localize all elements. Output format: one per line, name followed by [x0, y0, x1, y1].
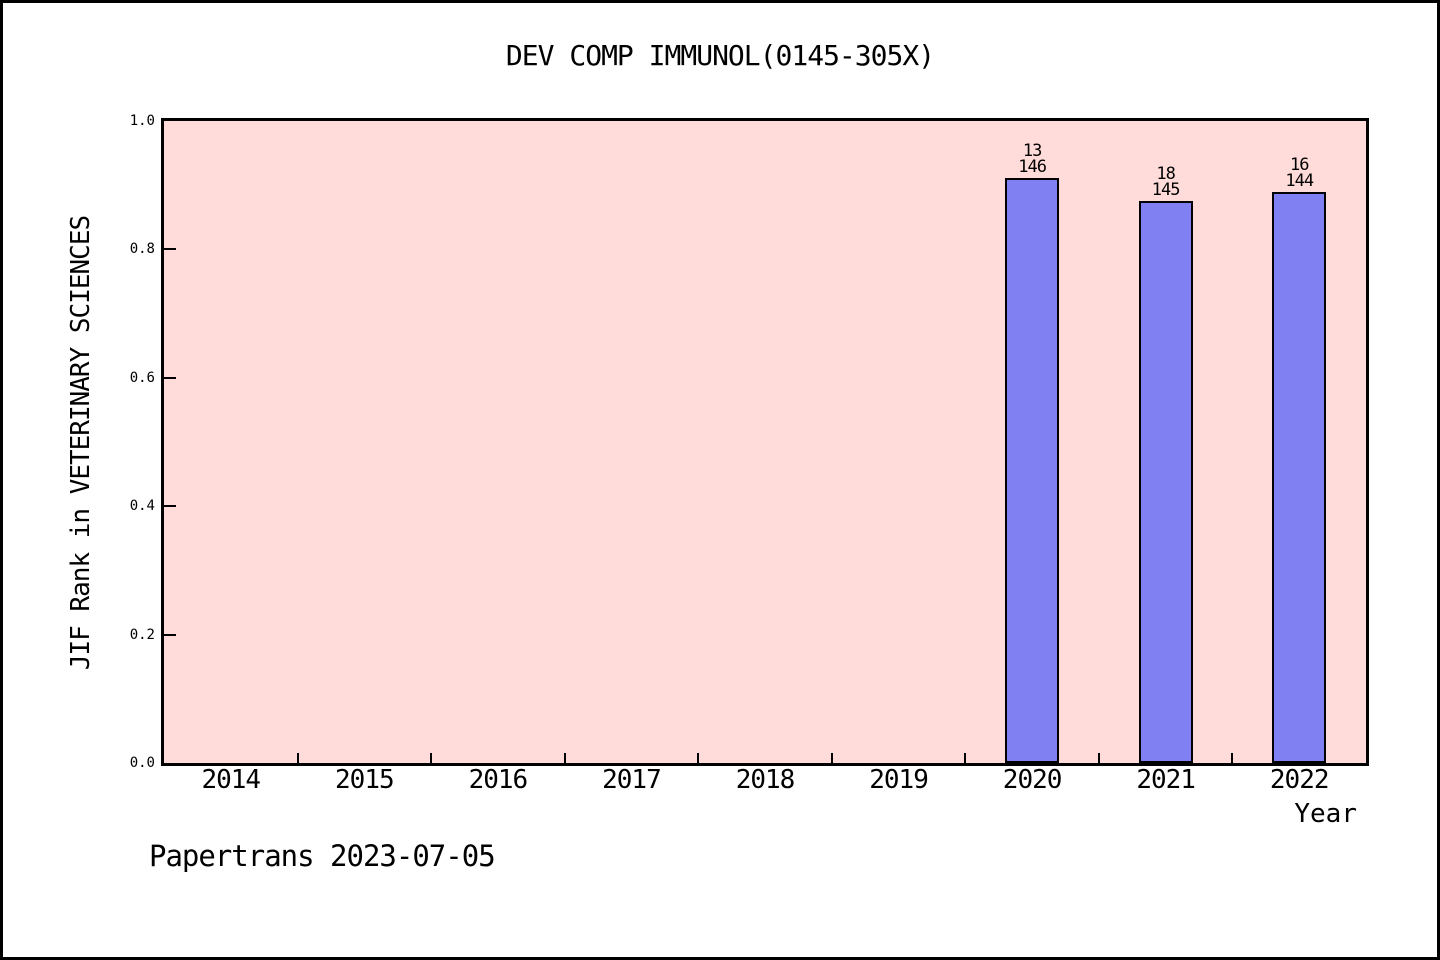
y-tick-label: 0.8 — [129, 241, 155, 258]
y-tick-mark — [164, 505, 176, 508]
y-tick-label: 0.4 — [129, 498, 155, 515]
x-tick-label: 2020 — [1002, 765, 1063, 795]
y-tick-label: 1.0 — [129, 113, 155, 129]
x-tick-label: 2016 — [468, 765, 529, 795]
x-tick-label: 2018 — [735, 765, 796, 795]
y-tick-mark — [164, 633, 176, 636]
bar-label-2020: 13 146 — [1018, 141, 1047, 177]
x-axis-label: Year — [1294, 799, 1357, 829]
x-tick-label: 2022 — [1269, 765, 1330, 795]
bar-label-total: 144 — [1285, 171, 1314, 191]
x-tick-label: 2017 — [602, 765, 662, 795]
x-tick-mark — [430, 753, 433, 763]
bar-2020 — [1005, 178, 1060, 763]
y-tick-label: 0.0 — [129, 755, 155, 771]
bar-2021 — [1138, 201, 1193, 763]
bar-label-2022: 16 144 — [1285, 155, 1314, 191]
x-tick-label: 2019 — [869, 765, 929, 795]
footer-watermark: Papertrans 2023-07-05 — [149, 839, 496, 873]
y-tick-label: 0.2 — [129, 626, 155, 643]
plot-area: 13 146 18 145 16 144 — [161, 118, 1369, 766]
y-tick-mark — [164, 248, 176, 251]
bar-label-rank: 13 — [1022, 141, 1042, 161]
x-tick-mark — [1231, 753, 1234, 763]
y-axis-label: JIF Rank in VETERINARY SCIENCES — [66, 215, 96, 671]
x-tick-mark — [697, 753, 700, 763]
y-tick-label: 0.6 — [129, 369, 155, 386]
y-tick-mark — [164, 376, 176, 379]
x-tick-mark — [563, 753, 566, 763]
bar-label-total: 146 — [1018, 157, 1047, 177]
x-tick-label: 2015 — [335, 765, 395, 795]
bar-label-2021: 18 145 — [1151, 164, 1181, 200]
x-tick-mark — [1097, 753, 1100, 763]
bar-label-total: 145 — [1151, 180, 1181, 200]
x-tick-label: 2021 — [1136, 765, 1196, 795]
chart-title: DEV COMP IMMUNOL(0145-305X) — [505, 39, 935, 72]
bar-2022 — [1272, 192, 1327, 763]
bar-label-rank: 16 — [1289, 155, 1309, 175]
x-tick-mark — [296, 753, 299, 763]
x-tick-label: 2014 — [201, 765, 261, 795]
bar-label-rank: 18 — [1156, 164, 1175, 184]
x-tick-mark — [964, 753, 967, 763]
x-tick-mark — [830, 753, 833, 763]
